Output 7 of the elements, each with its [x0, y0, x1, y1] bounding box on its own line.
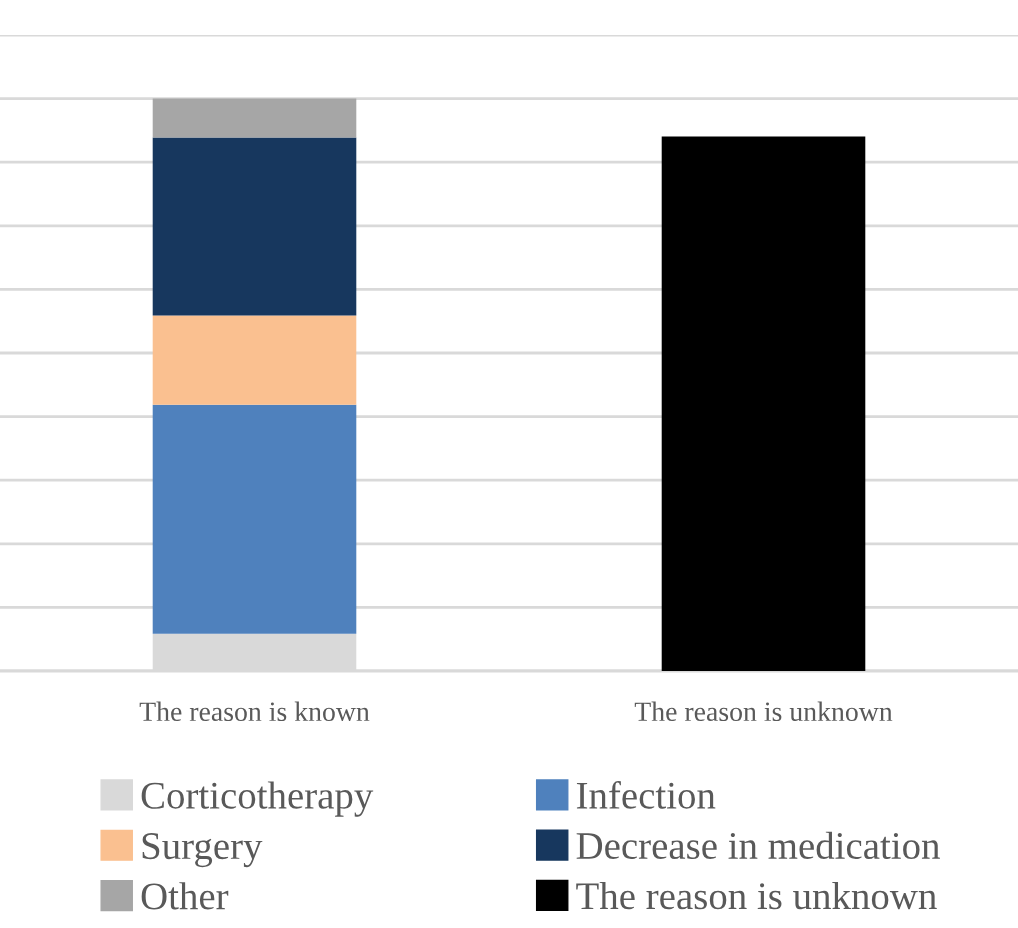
legend-label: Corticotherapy — [141, 781, 374, 817]
x-tick-label: The reason is known — [139, 701, 370, 722]
legend-label: Other — [141, 882, 229, 910]
legend-label: The reason is unknown — [576, 881, 937, 910]
legend-label: Decrease in medication — [576, 831, 940, 860]
legend-label: Surgery — [142, 833, 263, 868]
legend-label: Infection — [576, 781, 716, 809]
